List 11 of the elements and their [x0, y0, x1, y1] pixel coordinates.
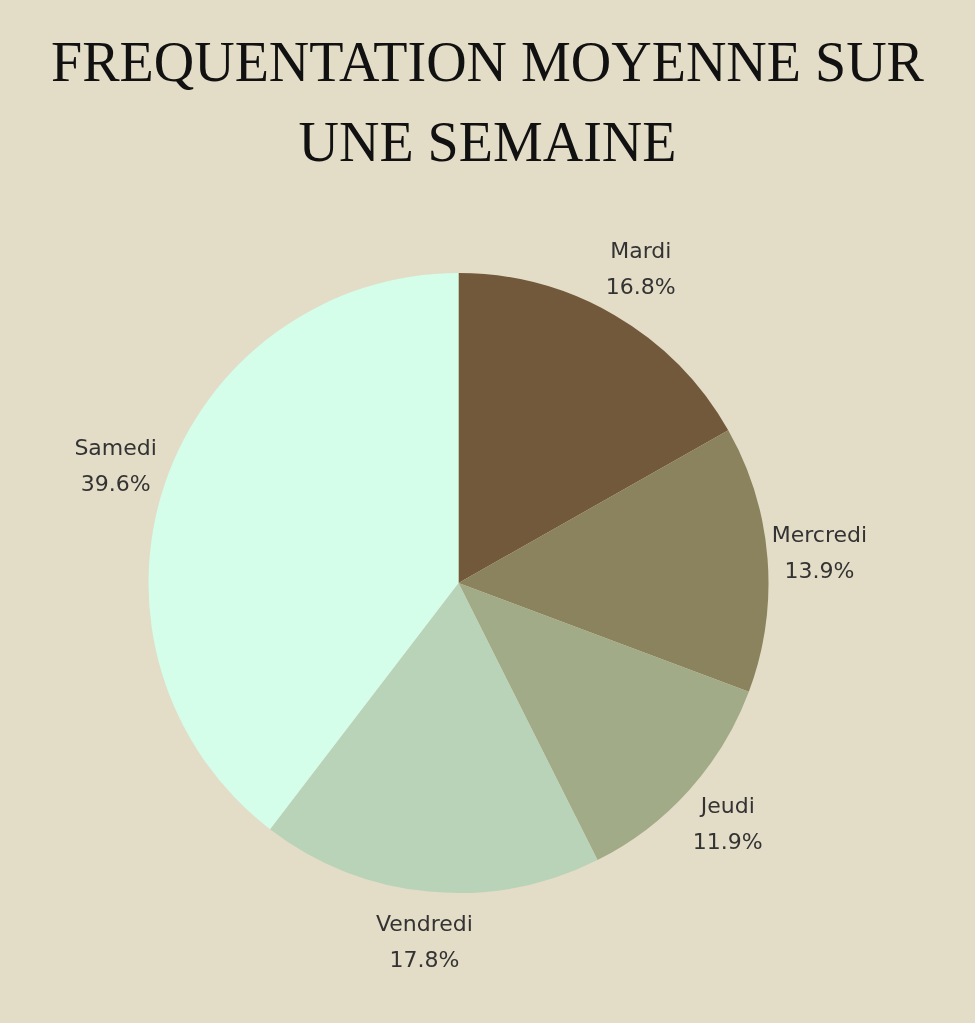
slice-label: Mardi [610, 237, 672, 263]
slice-label: Mercredi [771, 522, 868, 548]
data-label: 16.8% [605, 273, 676, 299]
slice-label: Vendredi [375, 911, 473, 937]
slice-label: Samedi [74, 434, 157, 460]
data-label: 17.8% [389, 947, 460, 973]
data-label: 11.9% [692, 828, 763, 854]
data-label: 39.6% [80, 470, 151, 496]
data-label: 13.9% [784, 558, 855, 584]
chart-title: FREQUENTATION MOYENNE SUR UNE SEMAINE [50, 30, 925, 175]
slice-label: Jeudi [698, 792, 755, 818]
